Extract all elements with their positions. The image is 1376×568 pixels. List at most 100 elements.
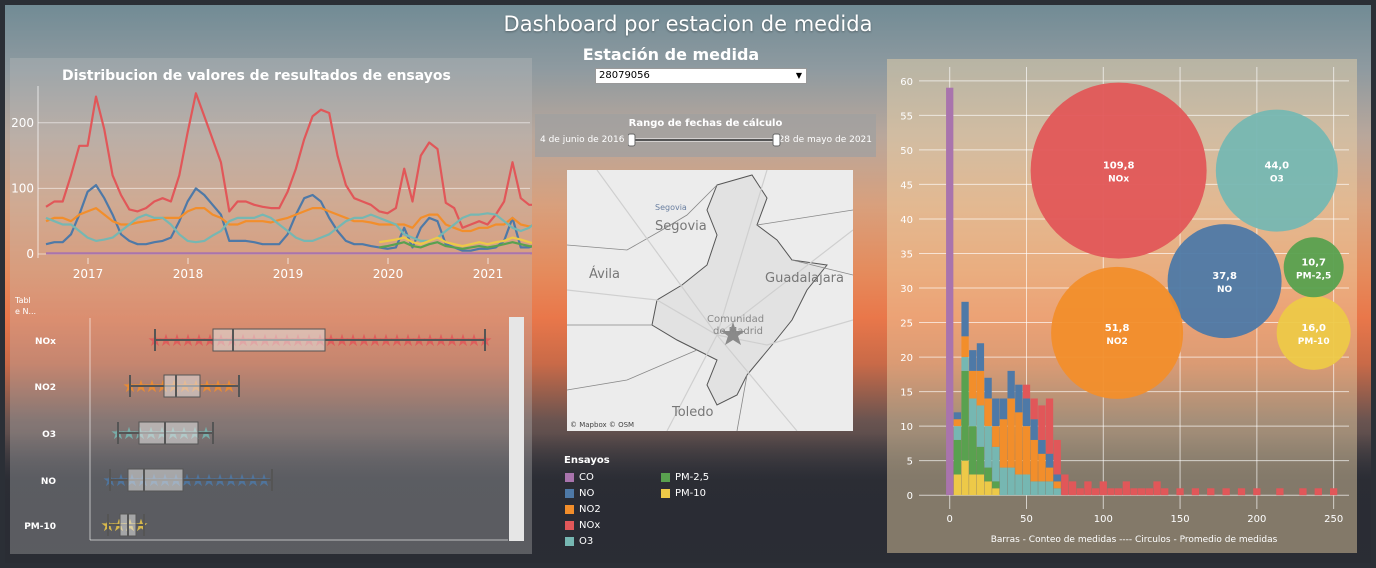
bar-segment-no: [1053, 474, 1061, 482]
map-label-segovia: Segovia: [655, 219, 707, 234]
y-tick-label: 55: [900, 111, 913, 122]
bar-segment-o3: [961, 357, 969, 371]
box-plot[interactable]: NOx★★★★★★★★★★★★★★★★★★★★★★★★★★★★★★★NO2★★★…: [10, 310, 510, 550]
legend-item-pm25[interactable]: PM-2,5: [661, 472, 709, 483]
bar-segment-no: [1022, 398, 1031, 427]
line-chart[interactable]: 0 100 200 2017 2018 2019 2020 2021: [10, 58, 532, 288]
legend-label: PM-2,5: [675, 472, 710, 483]
bar-segment-no2: [1053, 481, 1061, 489]
slider-end-handle[interactable]: [772, 133, 781, 147]
legend-item-pm10[interactable]: PM-10: [661, 488, 706, 499]
bar-segment-o3: [953, 426, 962, 440]
station-map[interactable]: Segovia Segovia Ávila Guadalajara Comuni…: [567, 170, 853, 431]
bar-segment-nox: [1191, 488, 1200, 496]
bar-segment-co: [946, 87, 954, 496]
legend-swatch: [661, 473, 670, 482]
y-tick-label: 0: [26, 247, 34, 261]
box-iqr: [212, 328, 326, 352]
map-label-segovia-small: Segovia: [655, 203, 687, 212]
bar-segment-pm25: [969, 426, 977, 475]
box-iqr: [138, 421, 199, 445]
legend-item-no[interactable]: NO: [565, 488, 594, 499]
bar-segment-nox: [1022, 384, 1031, 399]
bar-segment-nox: [1038, 405, 1046, 440]
bar-segment-nox: [1045, 398, 1054, 454]
bubble-pm10: [1276, 295, 1351, 370]
x-tick-label: 2019: [273, 267, 304, 281]
date-range-slider[interactable]: [628, 132, 783, 148]
legend-swatch: [565, 505, 574, 514]
bar-segment-no: [1030, 419, 1038, 440]
bar-segment-nox: [1053, 439, 1061, 475]
bubble-value-label: 44,0: [1264, 161, 1289, 172]
bubble-name-label: PM-2,5: [1296, 271, 1331, 281]
bar-segment-nox: [1253, 488, 1261, 496]
y-tick-label: 60: [900, 77, 913, 88]
legend-swatch: [565, 489, 574, 498]
bubble-name-label: NOx: [1108, 175, 1129, 185]
bubble-name-label: PM-10: [1298, 337, 1330, 347]
legend-item-o3[interactable]: O3: [565, 536, 593, 547]
station-marker-icon[interactable]: [721, 322, 745, 345]
bar-segment-nox: [1222, 488, 1230, 496]
x-tick-label: 0: [947, 514, 953, 525]
bar-segment-o3: [976, 405, 985, 447]
background-skyline: [0, 433, 1376, 568]
map-label-madrid-2: de Madrid: [713, 326, 763, 337]
bar-segment-nox: [1091, 488, 1100, 496]
box-table-label[interactable]: Tabl e N...: [15, 295, 36, 317]
box-category-label: NO: [41, 477, 57, 487]
bubble-value-label: 10,7: [1301, 257, 1326, 268]
legend-swatch: [565, 473, 574, 482]
legend-label: CO: [579, 472, 594, 483]
legend-label: NO2: [579, 504, 601, 515]
bar-segment-pm25: [976, 446, 985, 475]
bar-segment-pm25: [984, 467, 992, 482]
bar-segment-no2: [1015, 412, 1023, 475]
x-tick-label: 250: [1324, 514, 1343, 525]
bar-segment-pm10: [992, 488, 1000, 496]
station-select[interactable]: 28079056 ▼: [595, 68, 807, 84]
bubble-value-label: 16,0: [1301, 323, 1326, 334]
bubble-bar-chart[interactable]: 0 5 10 15 20 25 30 35 40 45 50 55 60 0 50 100 150 200 250 B…: [887, 59, 1357, 553]
bar-segment-no2: [1038, 453, 1046, 482]
y-tick-label: 30: [900, 284, 913, 295]
dashboard-title: Dashboard por estacion de medida: [503, 12, 873, 36]
box-category-label: NO2: [35, 383, 56, 393]
legend-title: Ensayos: [564, 455, 610, 466]
box-iqr: [163, 374, 201, 398]
series-legend: Ensayos CO NO NO2 NOx O3 PM-2,5 PM-10: [561, 454, 761, 554]
y-tick-label: 35: [900, 249, 913, 260]
x-tick-label: 150: [1171, 514, 1190, 525]
map-attribution: © Mapbox © OSM: [570, 421, 635, 429]
legend-swatch: [661, 489, 670, 498]
bubble-name-label: O3: [1270, 175, 1284, 185]
madrid-region-outline: [651, 174, 828, 406]
bar-segment-o3: [1038, 481, 1046, 496]
bar-segment-nox: [1207, 488, 1215, 496]
slider-start-handle[interactable]: [628, 133, 636, 147]
bar-segment-nox: [1161, 488, 1169, 496]
map-label-toledo: Toledo: [671, 405, 714, 420]
bar-segment-o3: [1045, 481, 1054, 496]
bar-segment-nox: [1153, 481, 1161, 496]
bar-segment-no2: [984, 398, 992, 427]
bubble-value-label: 109,8: [1103, 161, 1135, 172]
box-table-label-line2: e N...: [15, 307, 37, 316]
bar-segment-pm25: [953, 439, 962, 475]
bar-segment-nox: [1314, 488, 1322, 496]
legend-item-no2[interactable]: NO2: [565, 504, 601, 515]
map-label-avila: Ávila: [589, 266, 620, 282]
y-tick-label: 0: [907, 491, 913, 502]
box-category-label: NOx: [35, 337, 56, 347]
bar-segment-no2: [953, 419, 962, 427]
bar-segment-no: [1015, 384, 1023, 413]
bar-segment-no2: [961, 336, 969, 358]
bar-segment-pm25: [992, 481, 1000, 489]
box-table-label-line1: Tabl: [15, 296, 31, 305]
bar-segment-nox: [1076, 488, 1084, 496]
bar-segment-nox: [1084, 481, 1092, 496]
box-plot-scrollbar[interactable]: [509, 317, 524, 541]
legend-item-co[interactable]: CO: [565, 472, 594, 483]
legend-item-nox[interactable]: NOx: [565, 520, 600, 531]
